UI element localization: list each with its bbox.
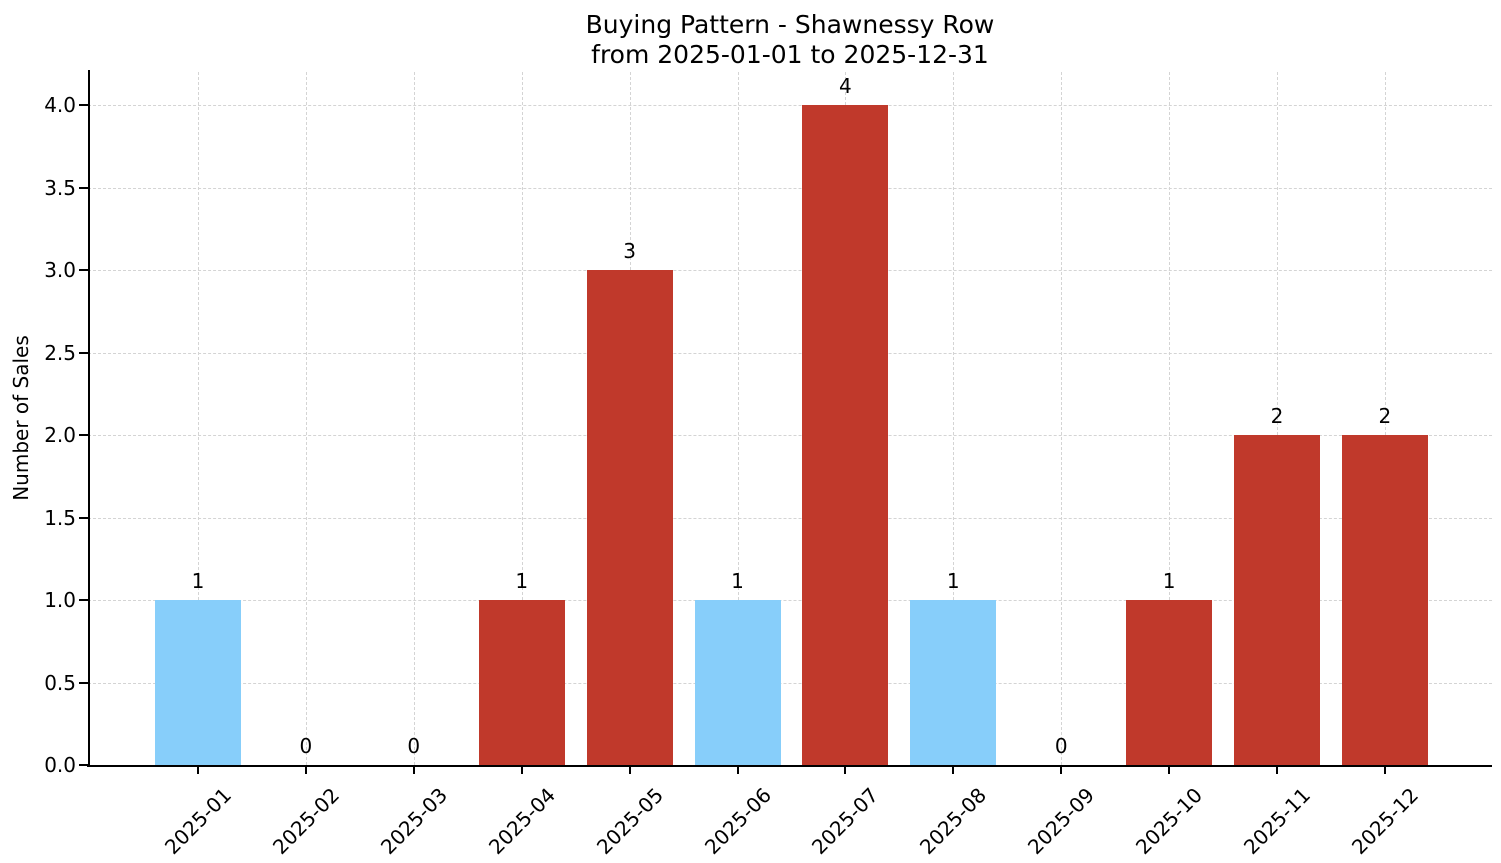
y-axis-line [88,70,90,767]
h-gridline [88,600,1492,601]
bar [1234,435,1320,765]
bar-value-label: 1 [191,569,205,593]
x-tick-label: 2025-06 [699,782,776,860]
h-gridline [88,270,1492,271]
h-gridline [88,187,1492,189]
v-gridline [1169,72,1171,765]
x-tick-mark [952,765,955,774]
y-tick-mark [79,351,88,354]
bar [155,600,241,765]
x-tick-mark [520,765,523,774]
bar-value-label: 0 [1054,734,1068,758]
x-tick-label: 2025-01 [159,782,237,860]
bar [694,600,781,765]
bar [586,270,673,765]
bar [1126,600,1213,765]
x-tick-label: 2025-07 [807,782,884,860]
bar-value-label: 3 [623,239,636,263]
chart-title: Buying Pattern - Shawnessy Row from 2025… [88,10,1492,70]
bar-value-label: 0 [407,734,421,758]
x-tick-mark [1060,765,1063,774]
x-tick-label: 2025-03 [375,782,452,860]
bar-value-label: 1 [731,569,744,593]
v-gridline [413,72,415,765]
bar-value-label: 4 [839,74,852,98]
y-tick-mark [79,269,88,271]
y-tick-mark [79,104,88,106]
h-gridline [88,352,1492,354]
x-tick-label: 2025-04 [483,782,560,860]
y-tick-label: 3.0 [44,258,76,282]
x-tick-mark [736,765,739,774]
v-gridline [953,72,955,765]
y-tick-label: 0.0 [44,753,76,777]
y-tick-label: 3.5 [44,175,76,200]
x-tick-label: 2025-09 [1023,782,1100,860]
bar-value-label: 2 [1378,404,1392,428]
y-tick-label: 2.5 [44,340,76,365]
chart-title-line-1: Buying Pattern - Shawnessy Row [585,10,995,39]
x-axis-line [87,765,1492,767]
h-gridline [88,517,1492,519]
y-tick-label: 4.0 [44,93,76,117]
x-tick-mark [304,765,307,774]
bar [802,105,889,765]
bar-value-label: 1 [1162,569,1176,593]
y-tick-mark [79,764,88,766]
x-tick-mark [628,765,631,774]
h-gridline [88,435,1492,436]
bar-value-label: 1 [515,569,529,593]
x-tick-mark [1168,765,1171,774]
v-gridline [305,72,307,765]
bar [910,600,997,765]
bar-value-label: 0 [299,734,313,758]
x-tick-label: 2025-02 [267,782,344,860]
bar [1341,435,1428,765]
y-tick-label: 1.0 [44,588,76,612]
chart-title-line-2: from 2025-01-01 to 2025-12-31 [591,40,989,69]
x-tick-label: 2025-12 [1346,782,1423,860]
y-tick-label: 1.5 [44,505,76,530]
y-tick-mark [79,516,88,519]
y-tick-mark [79,186,88,189]
h-gridline [88,105,1492,106]
h-gridline [88,682,1492,684]
x-tick-mark [1276,765,1278,774]
y-tick-label: 0.5 [44,670,76,695]
y-tick-mark [79,434,88,436]
bar-value-label: 2 [1270,404,1284,428]
bar [478,600,565,765]
x-tick-mark [1383,765,1386,774]
x-tick-mark [197,765,199,774]
v-gridline [1384,72,1386,765]
x-tick-label: 2025-05 [591,782,668,860]
v-gridline [1061,72,1063,765]
bar-value-label: 1 [946,569,960,593]
x-tick-mark [412,765,415,774]
x-tick-label: 2025-08 [915,782,992,860]
x-tick-label: 2025-10 [1131,782,1208,860]
y-tick-mark [79,599,88,601]
x-tick-mark [844,765,847,774]
y-tick-label: 2.0 [44,423,76,447]
y-tick-mark [79,681,88,684]
v-gridline [198,72,199,765]
v-gridline [1277,72,1278,765]
x-tick-label: 2025-11 [1238,782,1316,860]
v-gridline [521,72,523,765]
v-gridline [737,72,739,765]
